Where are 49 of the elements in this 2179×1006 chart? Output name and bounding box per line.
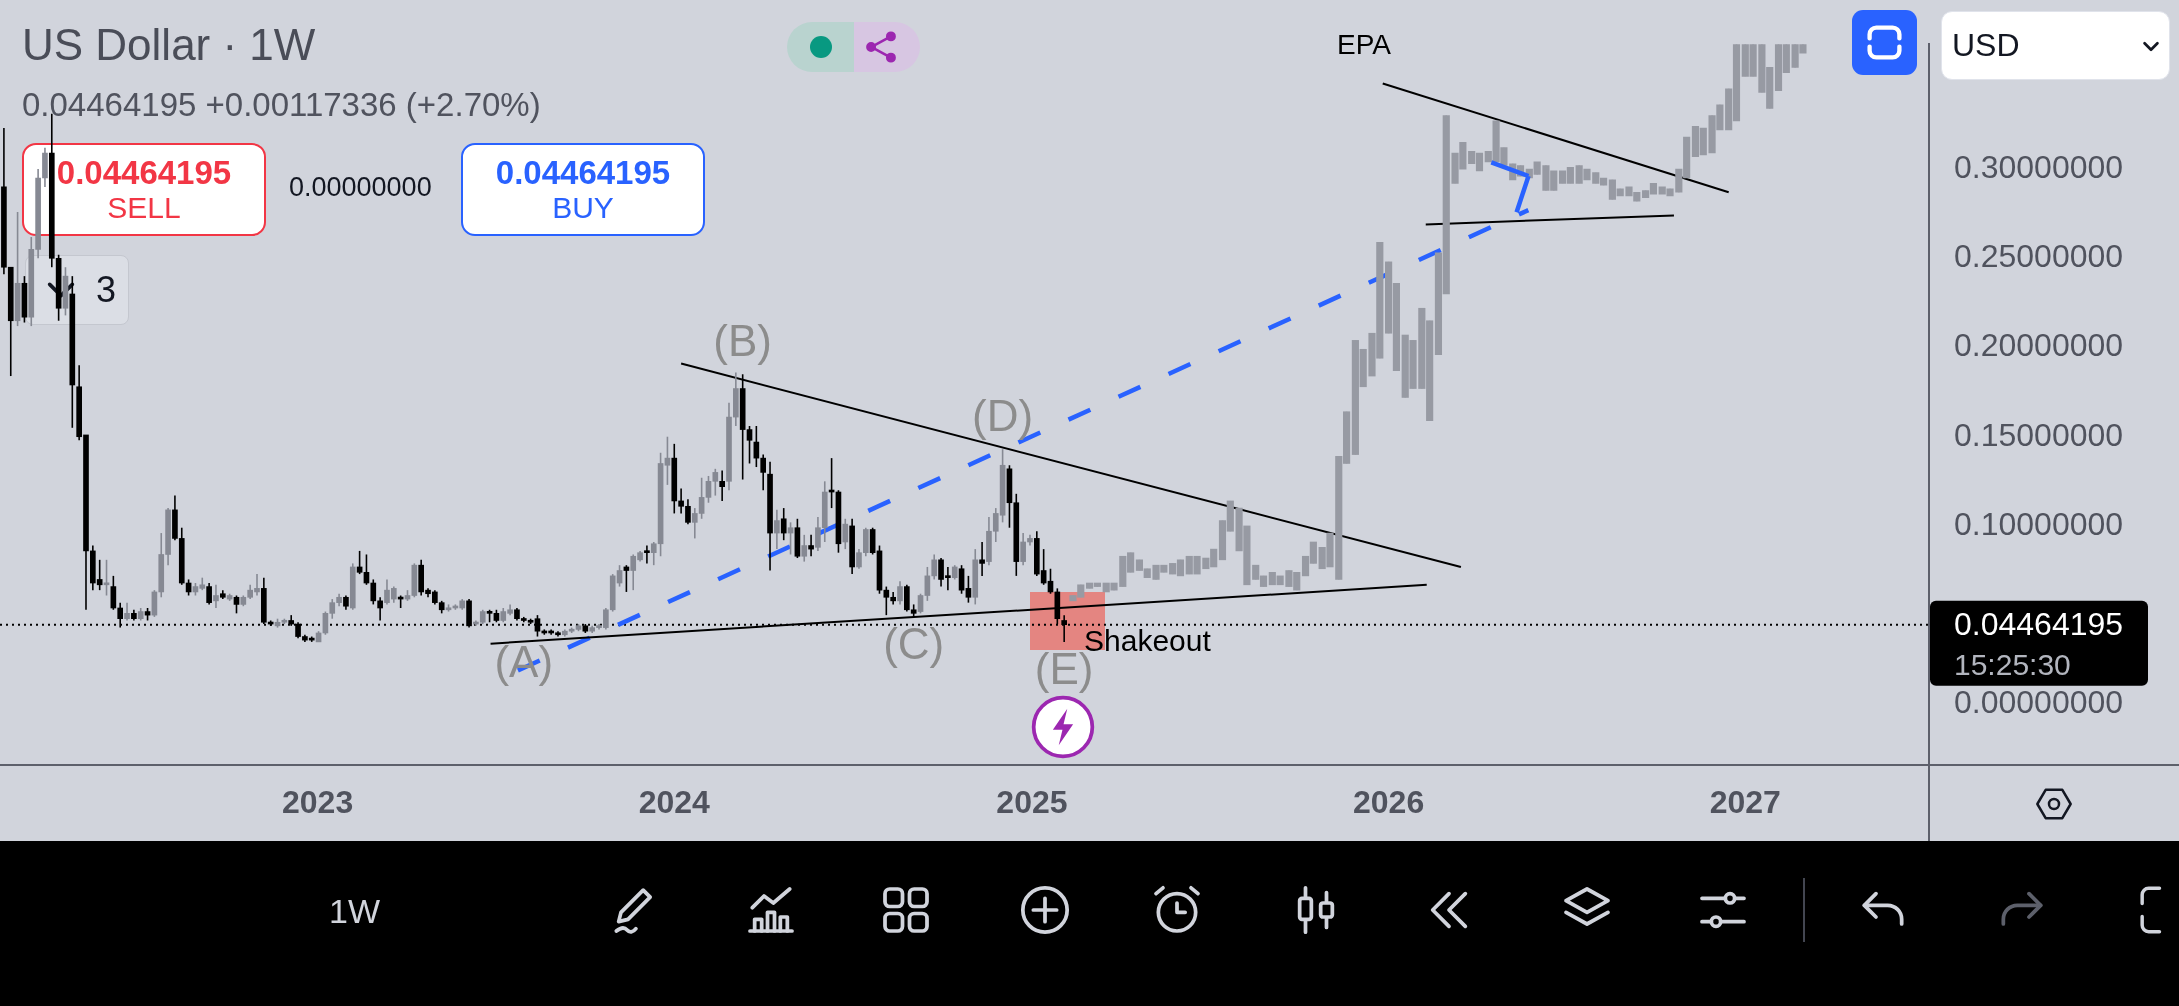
candlestick (774, 509, 780, 550)
annotation: EPA (1337, 29, 1391, 60)
candlestick (965, 575, 972, 604)
annotation: 3 (96, 269, 117, 310)
candlestick (370, 578, 377, 606)
candlestick (103, 559, 110, 597)
y-tick-label: 0.20000000 (1954, 327, 2124, 364)
candlestick (780, 507, 787, 541)
y-tick-label: 0.10000000 (1954, 505, 2124, 542)
sell-button: 0.04464195 SELL (22, 143, 266, 236)
y-tick-label: 0.15000000 (1954, 416, 2124, 453)
annotation: 0.04464195 +0.00117336 (+2.70%) (22, 86, 541, 123)
candlestick (644, 544, 650, 565)
candlestick (1020, 532, 1026, 566)
ref-line-label: 0.04464195 (1954, 605, 2124, 642)
buy-button: 0.04464195 BUY (461, 143, 705, 236)
annotation: SELL (107, 191, 181, 225)
chart-title: US Dollar · 1W (22, 20, 316, 69)
x-tick-label: 2027 (1709, 784, 1781, 821)
candlestick (808, 534, 814, 558)
y-tick-label: 0.25000000 (1954, 238, 2124, 275)
candlestick (377, 596, 383, 622)
candlestick (719, 469, 725, 502)
candlestick (664, 435, 671, 486)
annotation: 0.04464195 (495, 153, 671, 192)
x-tick-label: 2025 (996, 784, 1068, 821)
annotation: (B) (713, 316, 772, 366)
annotation: 0.04464195 (56, 153, 232, 192)
x-tick-label: 2026 (1353, 784, 1425, 821)
annotation: 0.00000000 (289, 172, 432, 202)
candlestick (842, 517, 849, 550)
annotation: BUY (552, 191, 614, 225)
candlestick (931, 553, 938, 581)
y-tick-label: 0.30000000 (1954, 148, 2124, 185)
candlestick (801, 534, 808, 563)
x-tick-label: 2023 (282, 784, 354, 821)
candlestick (206, 582, 212, 606)
annotation: (A) (494, 637, 554, 687)
text: USD (1952, 27, 2020, 63)
x-tick-label: 2024 (638, 784, 711, 821)
y-tick-label: 0.00000000 (1954, 684, 2124, 721)
text: 1W (329, 892, 380, 930)
candlestick (897, 580, 903, 606)
annotation: (C) (883, 619, 945, 669)
candlestick (979, 541, 985, 577)
candlestick (213, 584, 219, 609)
annotation: (D) (972, 391, 1034, 441)
text: 15:25:30 (1954, 647, 2071, 681)
candlestick (760, 453, 767, 492)
